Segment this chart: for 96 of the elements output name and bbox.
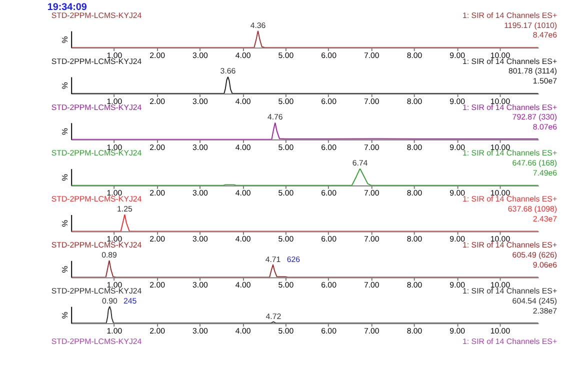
x-tick-label: 7.00 <box>364 50 380 60</box>
chart-title: STD-2PPM-LCMS-KYJ24 <box>51 240 142 250</box>
y-axis-title: % <box>60 128 70 136</box>
annotation: 1.50e7 <box>532 76 558 86</box>
x-tick-label: 4.00 <box>235 280 252 290</box>
text: 637.68 (1098) <box>508 204 558 214</box>
x-tick-label: 3.00 <box>192 188 208 198</box>
text: 1: SIR of 14 Channels ES+ <box>462 10 558 20</box>
x-tick-label: 5.00 <box>278 188 294 198</box>
x-tick-label: 2.00 <box>150 50 166 60</box>
x-tick-label: 2.00 <box>150 188 166 198</box>
text: 792.87 (330) <box>512 112 558 122</box>
annotation: 8.47e6 <box>532 30 558 40</box>
x-tick-label: 6.00 <box>321 234 338 244</box>
x-tick-label: 7.00 <box>364 142 380 152</box>
x-tick-label: 3.00 <box>192 280 208 290</box>
annotation: 245 <box>124 296 138 306</box>
x-tick-label: 3.00 <box>192 142 208 152</box>
x-tick-label: 7.00 <box>364 326 380 336</box>
x-tick-label: 6.00 <box>321 50 338 60</box>
annotation: 6.74 <box>352 158 368 168</box>
annotation: 4.71 <box>265 254 281 264</box>
x-tick-label: 8.00 <box>406 188 423 198</box>
x-tick-label: 8.00 <box>406 96 423 106</box>
text: 1: SIR of 14 Channels ES+ <box>462 286 558 296</box>
x-tick-label: 4.00 <box>235 326 252 336</box>
annotation: 7.49e6 <box>532 168 558 178</box>
text: 647.66 (168) <box>512 158 558 168</box>
x-tick-label: 6.00 <box>321 142 338 152</box>
annotation: 626 <box>286 254 301 264</box>
x-tick-label: 8.00 <box>406 142 423 152</box>
annotation: 2.38e7 <box>532 306 558 316</box>
chart-title: STD-2PPM-LCMS-KYJ24 <box>51 148 142 158</box>
x-tick-label: 5.00 <box>278 50 294 60</box>
annotation: 4.76 <box>267 112 284 122</box>
text: 801.78 (3114) <box>508 66 558 76</box>
y-axis-title: % <box>60 82 70 90</box>
x-tick-label: 10.00 <box>490 326 511 336</box>
x-tick-label: 3.00 <box>192 326 208 336</box>
y-axis-title: % <box>60 266 70 273</box>
annotation: 8.07e6 <box>532 122 558 132</box>
y-axis-title: % <box>60 312 70 319</box>
text: 1: SIR of 14 Channels ES+ <box>462 194 558 204</box>
x-tick-label: 4.00 <box>235 50 252 60</box>
x-tick-label: 7.00 <box>364 234 380 244</box>
x-tick-label: 4.00 <box>235 96 252 106</box>
x-tick-label: 5.00 <box>278 234 294 244</box>
x-tick-label: 3.00 <box>192 234 208 244</box>
text: STD-2PPM-LCMS-KYJ24 <box>51 336 142 346</box>
x-tick-label: 5.00 <box>278 142 294 152</box>
y-axis-title: % <box>60 220 70 227</box>
chart-title: STD-2PPM-LCMS-KYJ24 <box>51 10 142 20</box>
x-tick-label: 2.00 <box>150 326 166 336</box>
x-tick-label: 8.00 <box>406 280 423 290</box>
x-tick-label: 6.00 <box>321 280 338 290</box>
x-tick-label: 5.00 <box>278 280 294 290</box>
annotation: 0.90 <box>102 296 118 306</box>
x-tick-label: 4.00 <box>235 234 252 244</box>
text: 19:34:09 <box>47 2 88 14</box>
text: 1195.17 (1010) <box>504 20 558 30</box>
x-tick-label: 2.00 <box>150 280 166 290</box>
text: 605.49 (626) <box>512 250 558 260</box>
y-axis-title: % <box>60 174 70 181</box>
x-tick-label: 4.00 <box>235 142 252 152</box>
x-tick-label: 1.00 <box>106 326 123 336</box>
annotation: 3.66 <box>220 66 236 76</box>
text: 1: SIR of 14 Channels ES+ <box>462 240 558 250</box>
x-tick-label: 4.00 <box>235 188 252 198</box>
y-axis-title: % <box>60 36 70 44</box>
x-tick-label: 2.00 <box>150 142 166 152</box>
annotation: 2.43e7 <box>532 214 558 224</box>
annotation: 9.06e6 <box>532 260 558 270</box>
x-tick-label: 8.00 <box>406 50 423 60</box>
x-tick-label: 2.00 <box>150 234 166 244</box>
x-tick-label: 5.00 <box>278 96 294 106</box>
x-tick-label: 6.00 <box>321 96 338 106</box>
annotation: 4.36 <box>250 20 266 30</box>
x-tick-label: 3.00 <box>192 96 208 106</box>
x-tick-label: 7.00 <box>364 188 380 198</box>
text: 1: SIR of 14 Channels ES+ <box>462 336 558 346</box>
x-tick-label: 6.00 <box>321 326 338 336</box>
text: 604.54 (245) <box>512 296 558 306</box>
x-tick-label: 7.00 <box>364 96 380 106</box>
x-tick-label: 9.00 <box>450 326 466 336</box>
x-tick-label: 8.00 <box>406 234 423 244</box>
chart-title: STD-2PPM-LCMS-KYJ24 <box>51 194 142 204</box>
chart-title: STD-2PPM-LCMS-KYJ24 <box>51 286 142 296</box>
x-tick-label: 6.00 <box>321 188 338 198</box>
x-tick-label: 2.00 <box>150 96 166 106</box>
x-tick-label: 3.00 <box>192 50 208 60</box>
annotation: 1.25 <box>117 204 133 214</box>
x-tick-label: 8.00 <box>406 326 423 336</box>
annotation: 0.89 <box>102 250 118 260</box>
x-tick-label: 5.00 <box>278 326 294 336</box>
x-tick-label: 7.00 <box>364 280 380 290</box>
annotation: 4.72 <box>266 312 282 321</box>
